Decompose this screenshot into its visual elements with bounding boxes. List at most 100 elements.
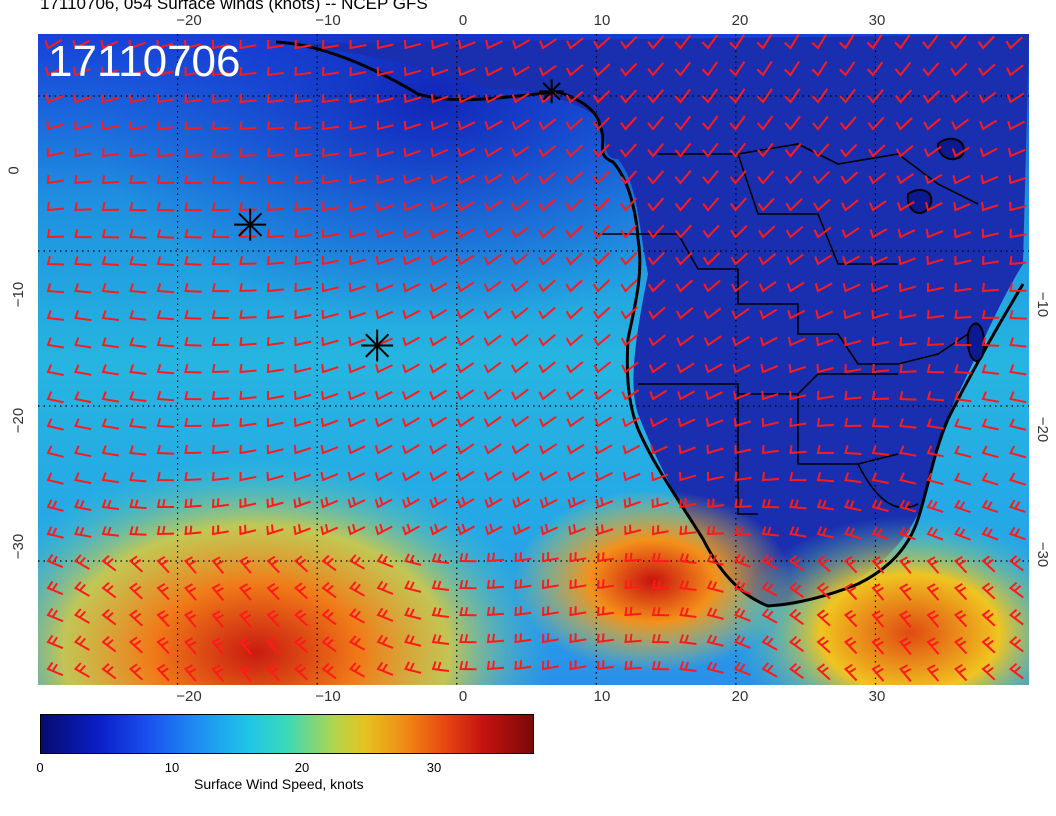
wind-barb: [293, 582, 309, 600]
wind-barb: [321, 228, 339, 239]
wind-barb: [538, 252, 556, 266]
wind-barb: [926, 309, 945, 320]
wind-barb: [129, 445, 147, 456]
asterisk-marker: [234, 208, 267, 241]
colorbar-tick: 30: [426, 760, 442, 775]
wind-barb: [844, 336, 862, 347]
wind-barb: [239, 444, 257, 455]
wind-barb: [926, 637, 940, 655]
wind-barb: [926, 583, 940, 601]
wind-barb: [922, 90, 941, 104]
wind-barb: [538, 145, 557, 158]
wind-barb: [510, 307, 529, 320]
wind-barb: [510, 280, 529, 293]
wind-barb: [541, 552, 559, 563]
wind-barb: [46, 391, 64, 404]
wind-barb: [839, 116, 857, 131]
wind-barb: [979, 147, 998, 158]
wind-barb: [511, 92, 530, 104]
wind-barb: [620, 333, 639, 347]
wind-barb: [816, 444, 835, 455]
wind-barb: [789, 444, 807, 455]
wind-barb: [842, 255, 860, 266]
wind-barb: [239, 66, 257, 77]
wind-barb: [511, 443, 530, 455]
wind-barb: [347, 444, 366, 455]
wind-barb: [896, 201, 915, 212]
wind-barb: [674, 142, 692, 158]
wind-barb: [651, 579, 670, 590]
wind-barb: [403, 66, 422, 77]
wind-barb: [156, 337, 174, 348]
wind-barb: [511, 145, 530, 158]
wind-barb: [320, 417, 339, 428]
wind-barb: [128, 609, 143, 627]
wind-barb: [211, 525, 229, 536]
wind-barb: [729, 61, 746, 77]
wind-barb: [729, 34, 746, 50]
colorbar: [40, 714, 534, 754]
wind-barb: [101, 472, 119, 484]
wind-barb: [733, 607, 751, 622]
wind-barb: [621, 389, 640, 401]
wind-barb: [376, 174, 394, 185]
wind-barb: [758, 280, 777, 293]
wind-barb: [431, 553, 450, 564]
wind-barb: [511, 361, 529, 374]
wind-barb: [648, 306, 666, 320]
wind-barb: [954, 255, 972, 266]
wind-barb: [321, 39, 339, 50]
wind-barb: [101, 93, 119, 104]
wind-barb: [674, 197, 692, 212]
wind-barb: [701, 115, 719, 131]
wind-barb: [701, 34, 719, 50]
wind-barb: [977, 35, 995, 50]
wind-barb: [565, 64, 584, 77]
wind-barb: [321, 93, 339, 104]
wind-barb: [705, 417, 724, 428]
colorbar-tick: 10: [164, 760, 180, 775]
asterisk-marker: [361, 329, 394, 362]
wind-barb: [541, 660, 559, 671]
wind-barb: [868, 200, 887, 212]
wind-barb: [429, 496, 448, 509]
wind-barb: [184, 120, 202, 131]
wind-barb: [211, 282, 230, 293]
wind-barb: [981, 526, 999, 541]
wind-barb: [701, 61, 719, 77]
wind-barb: [926, 610, 940, 628]
wind-barb: [651, 633, 670, 644]
wind-barb: [839, 88, 856, 104]
wind-barb: [784, 115, 801, 131]
wind-barb: [294, 93, 312, 104]
wind-barb: [871, 610, 885, 628]
wind-barb: [761, 608, 778, 624]
wind-barb: [1009, 309, 1027, 320]
wind-barb: [757, 142, 774, 158]
wind-barb: [649, 389, 668, 401]
wind-barb: [456, 254, 475, 266]
wind-barb: [73, 66, 91, 77]
wind-barb: [402, 496, 420, 509]
wind-barb: [184, 228, 202, 239]
wind-barb: [239, 39, 257, 50]
wind-barb: [758, 225, 776, 239]
wind-barb: [981, 555, 996, 573]
wind-barb: [101, 283, 120, 294]
wind-barb: [429, 523, 448, 536]
wind-barb: [156, 391, 175, 402]
wind-barb: [899, 310, 917, 320]
wind-barb: [899, 390, 917, 401]
wind-barb: [789, 417, 807, 428]
wind-barb: [101, 391, 119, 403]
wind-barb: [843, 663, 858, 682]
wind-barb: [459, 552, 477, 563]
wind-barb: [293, 663, 309, 681]
wind-barb: [156, 609, 170, 628]
wind-barb: [954, 282, 972, 293]
wind-barb: [266, 636, 280, 655]
wind-barb: [981, 418, 999, 431]
wind-barb: [128, 555, 143, 573]
wind-barb: [541, 633, 559, 644]
wind-barb: [46, 634, 64, 650]
